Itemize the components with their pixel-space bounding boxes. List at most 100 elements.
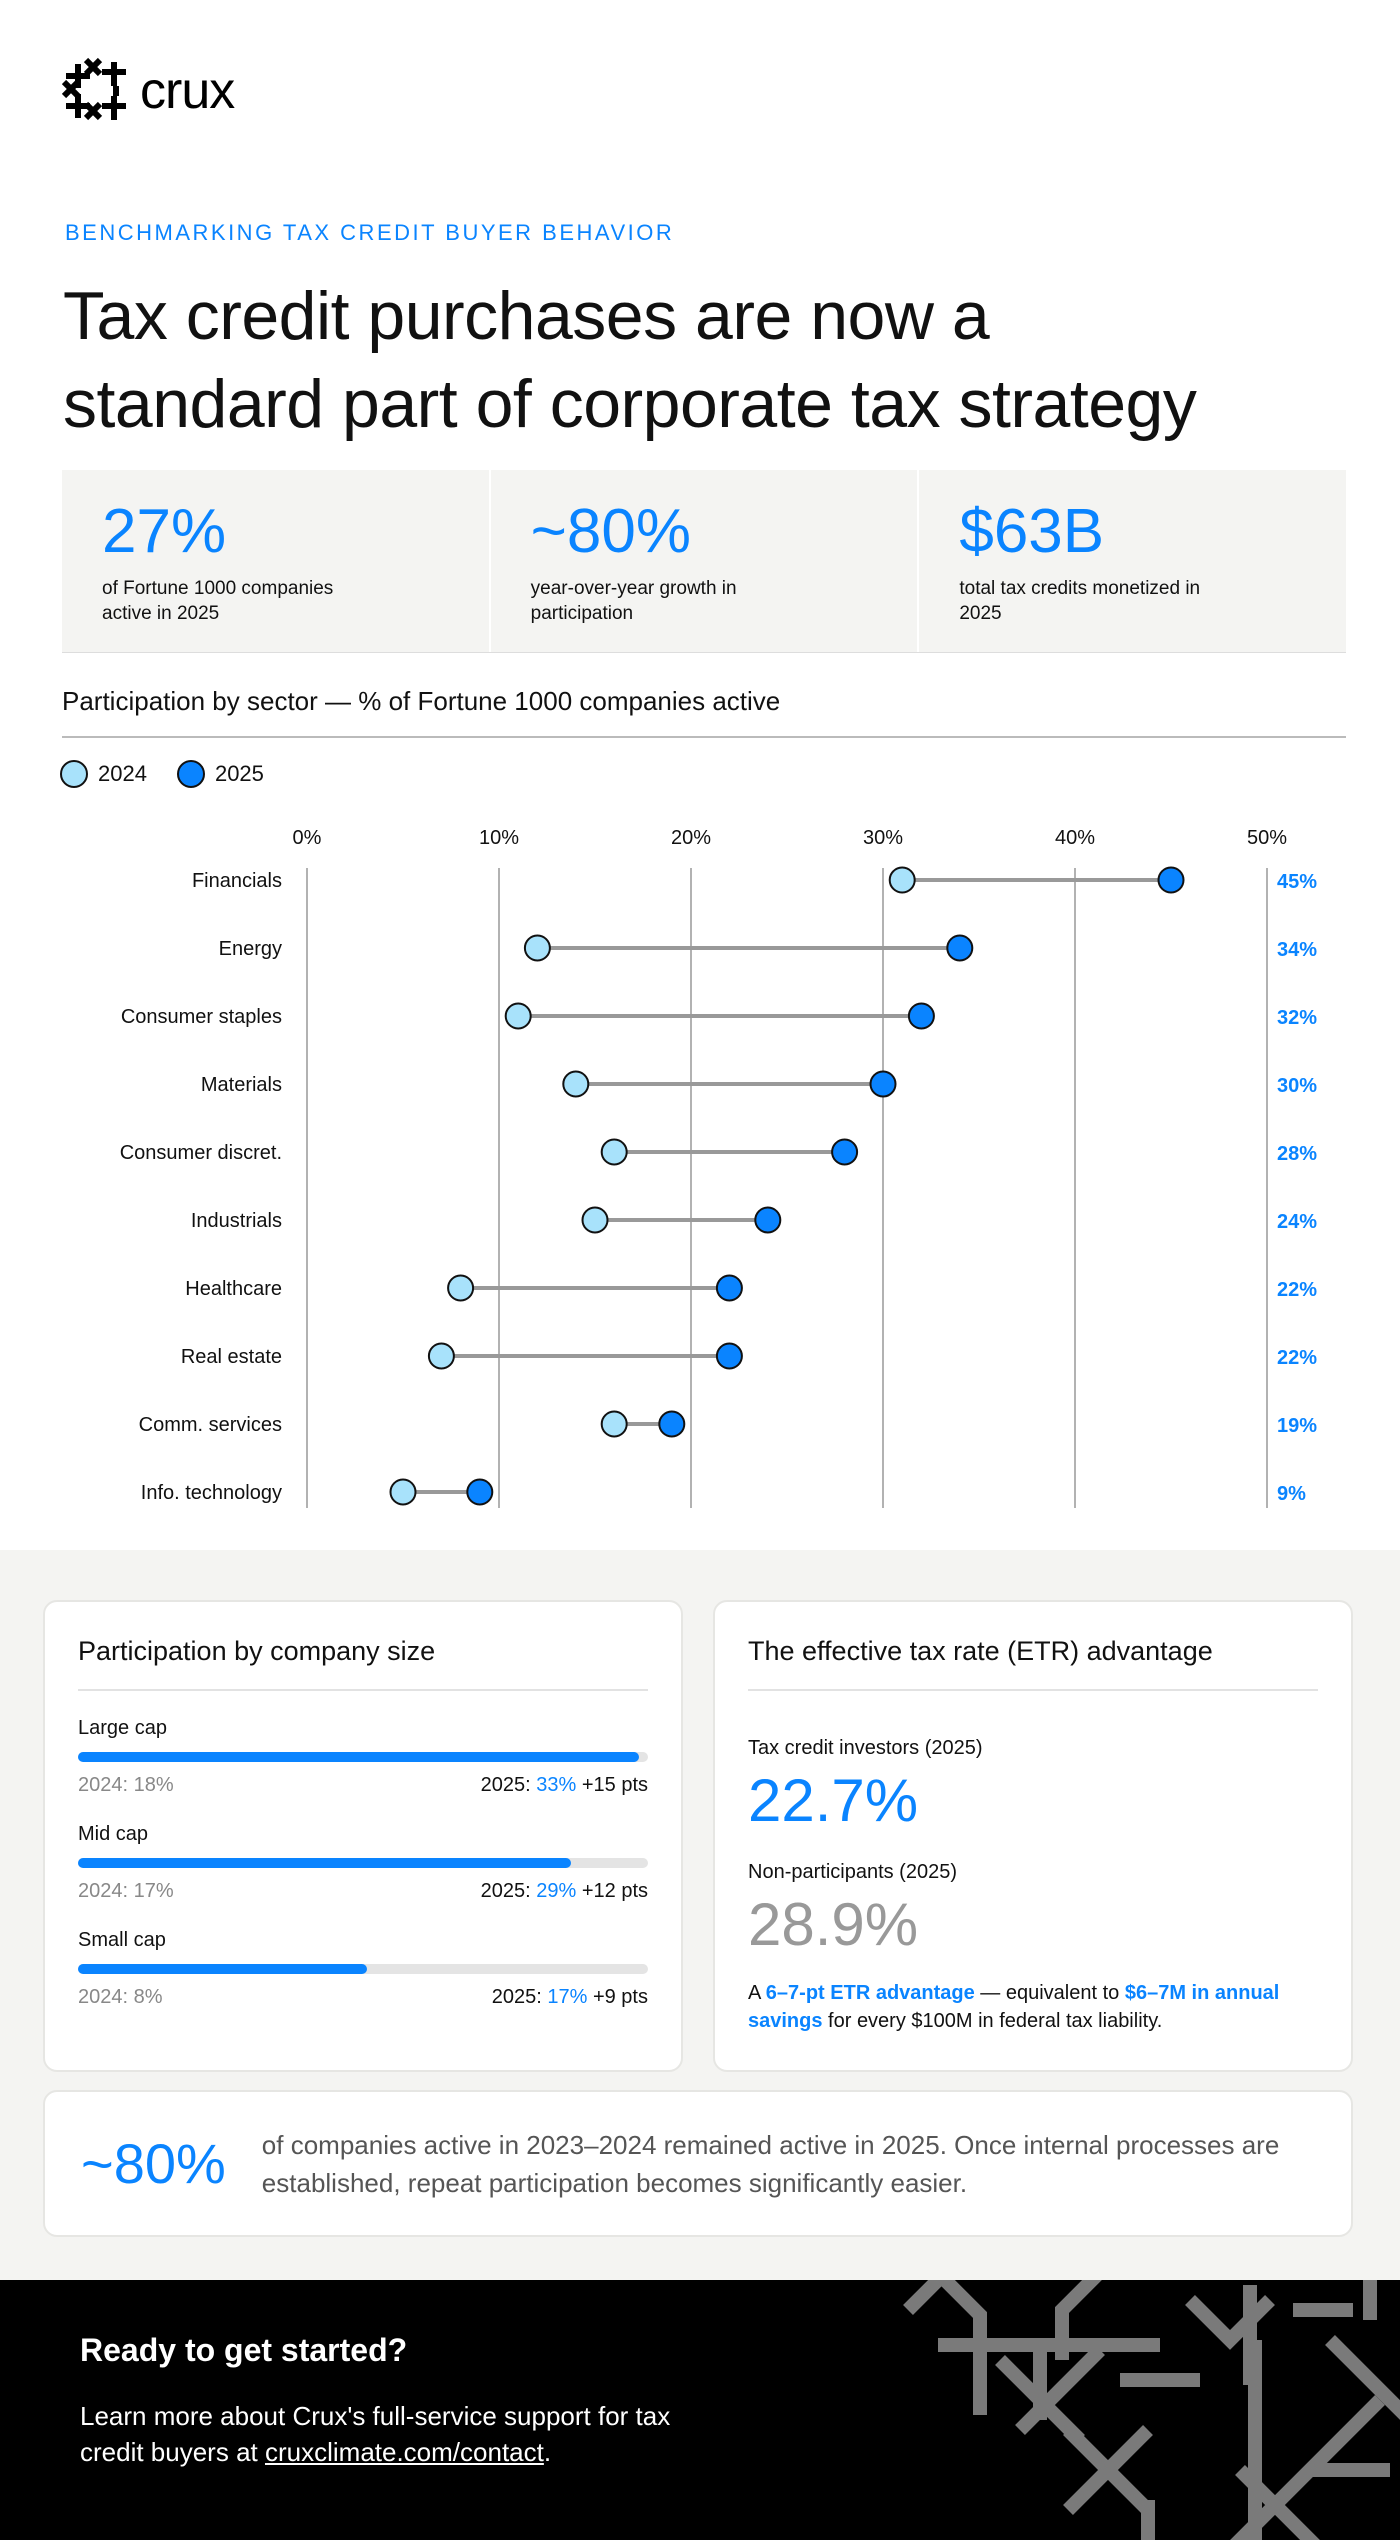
non-participants-value: 28.9% [748,1891,919,1958]
category-label: Industrials [191,1210,282,1232]
progress-fill [78,1964,368,1974]
prev-value: 2024: 18% [78,1774,174,1796]
point-2025 [658,1410,686,1438]
legend-label: 2025 [214,761,264,786]
stat-value: $63B [959,497,1105,566]
size-row: Large cap 2024: 18% 2025: 33% +15 pts [78,1717,648,1797]
legend-swatch [60,760,88,788]
x-tick-label: 10% [479,827,519,849]
footer-body: . [543,2437,552,2467]
etr-note: A 6–7-pt ETR advantage — equivalent to $… [748,1979,1318,2035]
stat-label: of Fortune 1000 companies active in 2025 [102,578,334,625]
note-highlight: 6–7-pt ETR advantage [765,1982,975,2004]
size-meta: 2024: 18% 2025: 33% +15 pts [78,1774,648,1797]
stat-value: ~80% [530,497,691,566]
point-2025 [1157,866,1185,894]
stat-participation: 27% of Fortune 1000 companies active in 2… [62,470,491,652]
footer-body: Learn more about Crux's full-service sup… [80,2401,671,2467]
value-label: 9% [1277,1483,1306,1505]
point-2024 [888,866,916,894]
crux-pattern-icon [903,2280,1400,2540]
etr-card: The effective tax rate (ETR) advantage T… [713,1600,1353,2072]
point-2024 [427,1342,455,1370]
stats-panel: 27% of Fortune 1000 companies active in 2… [62,470,1346,653]
company-size-card: Participation by company size Large cap … [43,1600,683,2072]
category-label: Info. technology [141,1482,282,1504]
cur-value: 2025: 33% +15 pts [481,1774,648,1797]
note-text: — equivalent to [974,1982,1125,2004]
footer-text: Learn more about Crux's full-service sup… [80,2398,720,2470]
contact-link[interactable]: cruxclimate.com/contact [264,2437,544,2467]
size-meta: 2024: 17% 2025: 29% +12 pts [78,1880,648,1903]
prev-value: 2024: 17% [78,1880,174,1902]
point-2025 [466,1478,494,1506]
cur-pct: 17% [547,1986,588,2008]
value-label: 22% [1277,1347,1317,1369]
cur-value: 2025: 29% +12 pts [481,1880,648,1903]
stat-monetized: $63B total tax credits monetized in 2025 [919,470,1346,652]
category-label: Comm. services [139,1414,282,1436]
category-label: Materials [201,1074,282,1096]
category-label: Energy [219,938,282,960]
point-2025 [831,1138,859,1166]
delta: +9 pts [587,1986,648,2008]
size-name: Small cap [78,1929,166,1951]
stat-growth: ~80% year-over-year growth in participati… [491,470,920,652]
x-tick-label: 50% [1247,827,1287,849]
value-label: 28% [1277,1143,1317,1165]
dumbbell-chart: 0% 10% 20% 30% 40% 50% Financials 45% Energy 34% C… [120,827,1317,1508]
progress-bar [78,1858,648,1868]
point-2024 [562,1070,590,1098]
value-label: 30% [1277,1075,1317,1097]
card-title: Participation by company size [78,1636,648,1691]
crux-logo: crux [62,56,235,126]
divider [62,736,1346,738]
point-2025 [946,934,974,962]
brand-name: crux [140,62,235,120]
cur-prefix: 2025: [480,1880,537,1902]
stat-value: 27% [102,497,227,566]
size-name: Mid cap [78,1823,149,1845]
point-2025 [869,1070,897,1098]
point-2024 [523,934,551,962]
footer-heading: Ready to get started? [80,2332,408,2368]
point-2024 [581,1206,609,1234]
category-label: Healthcare [185,1278,282,1300]
page-title: Tax credit purchases are now a standard … [63,272,1197,448]
x-tick-label: 0% [293,827,322,849]
card-title: The effective tax rate (ETR) advantage [748,1636,1318,1691]
retention-value: ~80% [81,2132,226,2195]
note-text: A [748,1982,766,2004]
value-label: 45% [1277,871,1317,893]
size-row: Mid cap 2024: 17% 2025: 29% +12 pts [78,1823,648,1903]
value-label: 19% [1277,1415,1317,1437]
note-text: for every $100M in federal tax liability… [822,2010,1163,2032]
progress-bar [78,1752,648,1762]
chart-legend: 2024 2025 [60,760,264,788]
cur-pct: 33% [536,1774,577,1796]
non-participants-label: Non-participants (2025) [748,1861,957,1883]
legend-swatch [176,760,205,788]
investors-value: 22.7% [748,1767,919,1834]
footer-cta: Ready to get started? Learn more about C… [0,2280,1400,2540]
size-name: Large cap [78,1717,167,1739]
point-2025 [715,1274,743,1302]
stat-label: year-over-year growth in participation [530,578,737,625]
progress-bar [78,1964,648,1974]
crux-logo-mark-icon [62,57,126,121]
value-label: 32% [1277,1007,1317,1029]
x-tick-label: 30% [863,827,903,849]
title-line: standard part of corporate tax strategy [63,366,1197,442]
retention-card: ~80% of companies active in 2023–2024 re… [43,2090,1353,2237]
category-label: Financials [192,870,282,892]
point-2024 [504,1002,532,1030]
note-highlight: $6–7M in annual savings [748,1982,1280,2032]
size-meta: 2024: 8% 2025: 17% +9 pts [78,1986,648,2009]
chart-title: Participation by sector — % of Fortune 1… [62,686,781,716]
category-label: Real estate [181,1346,282,1368]
stat-label: total tax credits monetized in 2025 [959,578,1201,625]
point-2024 [389,1478,417,1506]
cur-prefix: 2025: [491,1986,548,2008]
delta: +12 pts [576,1880,648,1902]
value-label: 22% [1277,1279,1317,1301]
